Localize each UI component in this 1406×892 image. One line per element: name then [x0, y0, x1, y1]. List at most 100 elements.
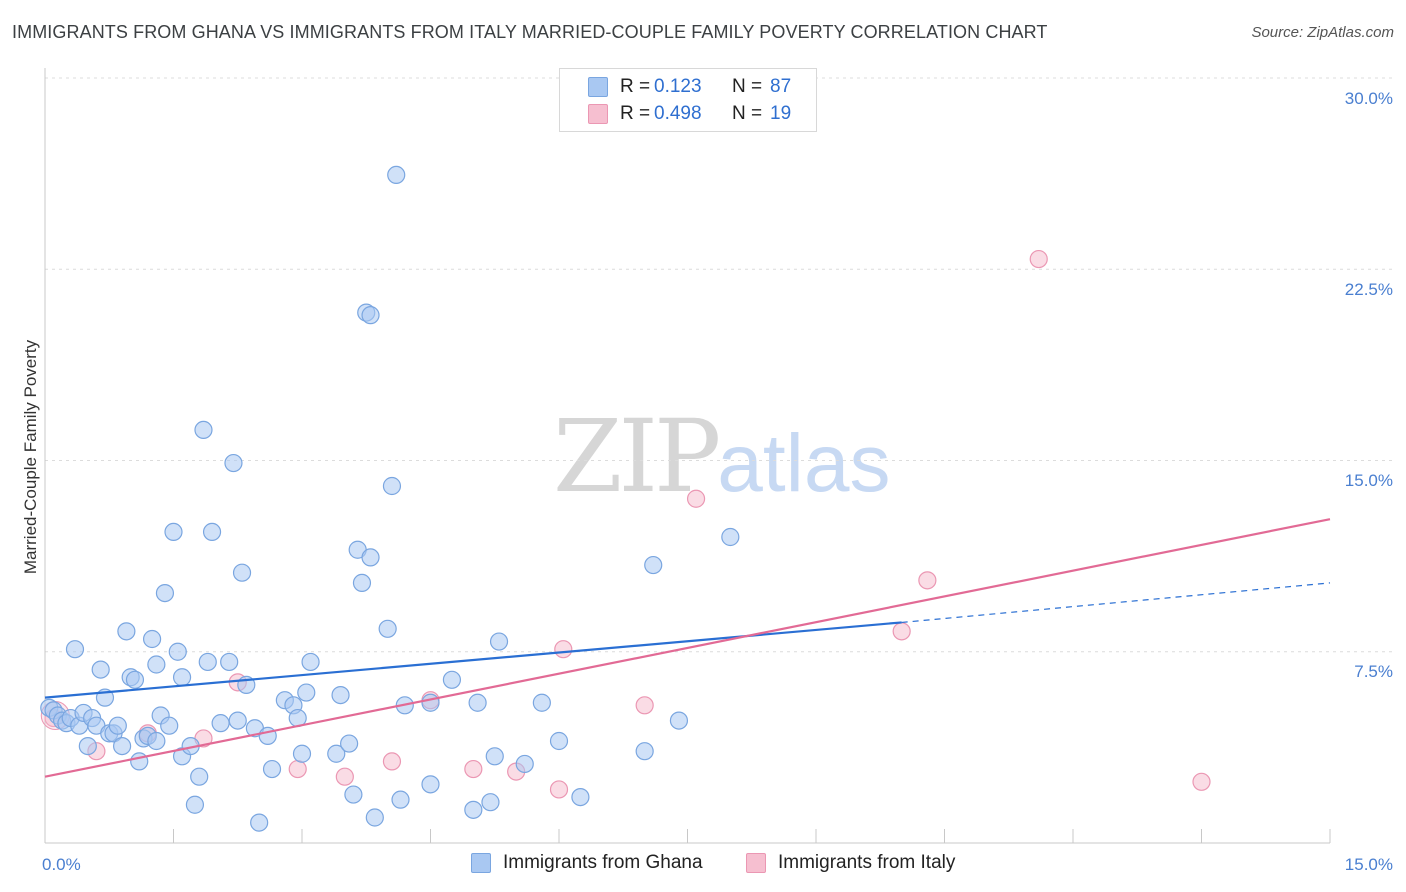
y-tick-15: 15.0% [1345, 471, 1393, 490]
ghana-point [202, 522, 222, 542]
ghana-point [224, 453, 243, 473]
ghana-point [142, 629, 162, 649]
ghana-point [387, 165, 406, 184]
ghana-point [250, 813, 269, 832]
ghana-point [481, 793, 500, 812]
italy-point [335, 767, 354, 786]
ghana-point [378, 619, 397, 638]
ghana-point [515, 754, 534, 774]
ghana-point [391, 790, 410, 809]
ghana-point [721, 527, 740, 547]
italy-swatch-icon [588, 104, 608, 124]
legend-italy-r: 0.498 [654, 103, 702, 124]
ghana-point [361, 306, 380, 325]
y-tick-22-5: 22.5% [1345, 280, 1393, 299]
ghana-legend-swatch-icon [471, 853, 491, 873]
italy-point [635, 696, 654, 715]
ghana-point [185, 795, 205, 814]
ghana-point [164, 522, 183, 542]
ghana-point [344, 785, 363, 804]
ghana-point [352, 573, 372, 593]
ghana-point [635, 742, 654, 761]
legend-ghana-r: 0.123 [654, 76, 702, 97]
watermark-atlas: atlas [717, 418, 891, 509]
ghana-point [468, 693, 487, 712]
italy-point [686, 489, 706, 508]
y-axis-label: Married-Couple Family Poverty [21, 339, 40, 574]
ghana-point [194, 420, 213, 439]
ghana-point [232, 563, 252, 582]
italy-legend-label: Immigrants from Italy [778, 852, 956, 873]
ghana-point [340, 734, 359, 753]
x-tick-max: 15.0% [1345, 855, 1393, 874]
italy-point [464, 759, 483, 779]
label-layer: Married-Couple Family Poverty 0.0% 15.0%… [21, 89, 1393, 874]
ghana-point [78, 736, 97, 756]
italy-legend-swatch-icon [746, 853, 766, 873]
ghana-point [644, 555, 663, 575]
y-tick-30: 30.0% [1345, 89, 1393, 108]
ghana-point [155, 583, 175, 603]
source-label: Source: ZipAtlas.com [1251, 24, 1394, 41]
ghana-point [297, 683, 316, 702]
legend-italy-n: 19 [770, 103, 792, 124]
ghana-point [147, 655, 166, 674]
italy-point [549, 780, 569, 799]
ghana-point [292, 744, 312, 763]
ghana-point [421, 775, 440, 794]
chart-title: IMMIGRANTS FROM GHANA VS IMMIGRANTS FROM… [12, 22, 1048, 42]
italy-point [382, 752, 402, 771]
legend-ghana-n: 87 [770, 76, 792, 97]
legend-n-label: N = [732, 76, 763, 97]
ghana-point [190, 767, 209, 786]
y-tick-7-5: 7.5% [1354, 662, 1393, 681]
legend-r-label: R = [620, 76, 651, 97]
italy-point [918, 571, 937, 590]
ghana-point [331, 685, 350, 705]
italy-point [1029, 249, 1048, 269]
legend-n-label: N = [732, 103, 763, 124]
italy-trend-line [44, 518, 1331, 778]
ghana-point [91, 660, 110, 679]
ghana-point [485, 747, 504, 766]
ghana-point [65, 640, 85, 659]
italy-point [1192, 772, 1211, 791]
ghana-point [125, 670, 145, 689]
ghana-point [442, 670, 462, 689]
ghana-point [382, 476, 402, 496]
ghana-point [168, 642, 187, 661]
ghana-swatch-icon [588, 77, 608, 97]
x-tick-min: 0.0% [42, 855, 81, 874]
ghana-point [549, 731, 569, 751]
ghana-point [172, 668, 192, 687]
ghana-point [365, 808, 384, 827]
ghana-point [489, 632, 509, 651]
italy-point [554, 640, 573, 659]
correlation-legend: R = 0.123 N = 87 R = 0.498 N = 19 [559, 68, 817, 132]
ghana-point [160, 716, 179, 735]
trend-layer [44, 518, 1331, 778]
ghana-point [228, 711, 247, 730]
ghana-point [464, 800, 483, 819]
ghana-point [220, 652, 239, 672]
ghana-point [532, 693, 551, 712]
ghana-point [262, 759, 282, 779]
ghana-point [669, 711, 689, 730]
ghana-point [117, 622, 136, 641]
ghana-point [112, 736, 132, 756]
ghana-point [421, 693, 440, 712]
ghana-point [361, 548, 380, 567]
ghana-point [327, 744, 346, 763]
ghana-point [571, 787, 590, 807]
legend-r-label: R = [620, 103, 651, 124]
ghana-trend-extension [901, 582, 1331, 624]
ghana-point [147, 731, 166, 751]
ghana-trend-line [44, 621, 902, 699]
ghana-point [130, 752, 149, 771]
italy-point [288, 759, 307, 779]
ghana-legend-label: Immigrants from Ghana [503, 852, 703, 873]
ghana-point [301, 652, 320, 672]
ghana-point [211, 714, 230, 733]
ghana-point [108, 716, 127, 735]
